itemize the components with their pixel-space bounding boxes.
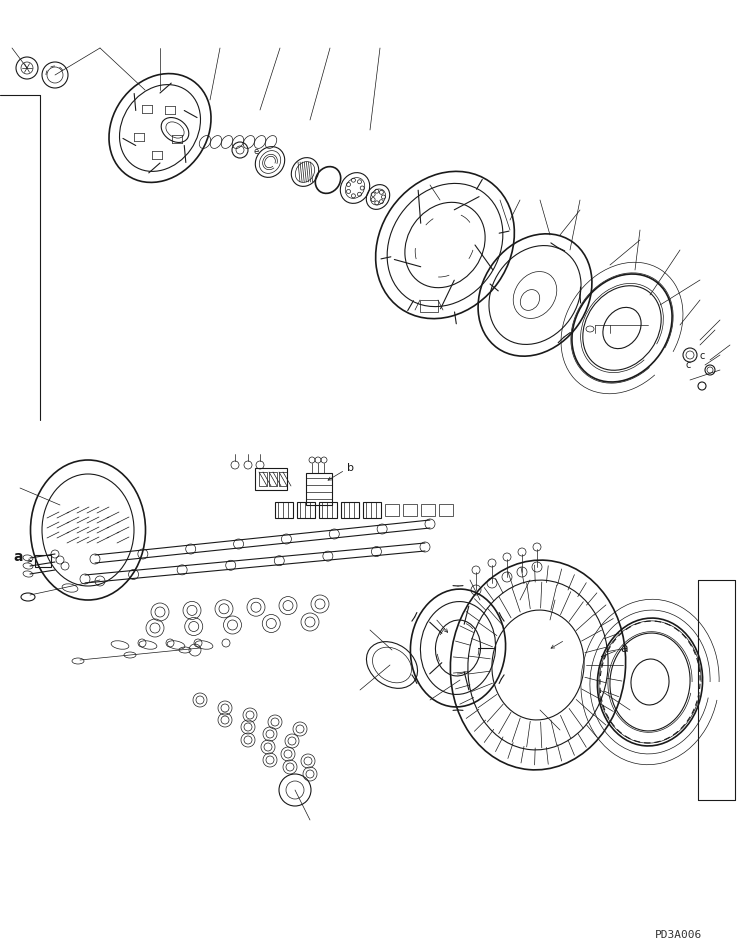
Bar — [279, 472, 287, 486]
Text: c: c — [685, 360, 690, 370]
Bar — [385, 504, 399, 516]
Text: a: a — [13, 550, 22, 564]
Text: a: a — [620, 642, 628, 655]
Bar — [297, 502, 315, 518]
Bar — [420, 300, 438, 312]
Text: e: e — [253, 148, 258, 156]
Bar — [363, 502, 381, 518]
Bar — [259, 472, 267, 486]
Text: b: b — [347, 463, 354, 473]
Bar — [403, 504, 417, 516]
Bar — [319, 502, 337, 518]
Bar — [275, 502, 293, 518]
Bar — [421, 504, 435, 516]
Text: c: c — [700, 351, 705, 361]
Bar — [255, 468, 287, 490]
Bar — [306, 473, 332, 505]
Bar — [341, 502, 359, 518]
Bar — [439, 504, 453, 516]
Bar — [269, 472, 277, 486]
Bar — [35, 555, 51, 567]
Text: PD3A006: PD3A006 — [655, 930, 702, 940]
